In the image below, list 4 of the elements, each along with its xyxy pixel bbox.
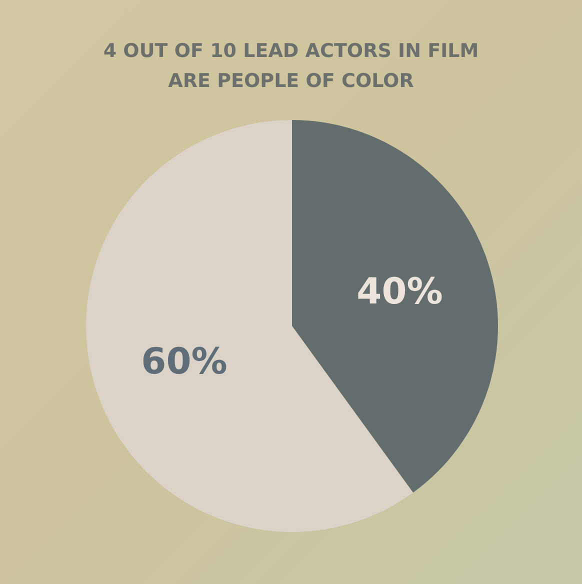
data-label: 60% bbox=[141, 342, 228, 383]
pie-slice bbox=[292, 120, 498, 493]
data-label: 40% bbox=[356, 272, 443, 313]
chart-title: 4 OUT OF 10 LEAD ACTORS IN FILM ARE PEOPLE OF COLOR bbox=[103, 40, 479, 92]
